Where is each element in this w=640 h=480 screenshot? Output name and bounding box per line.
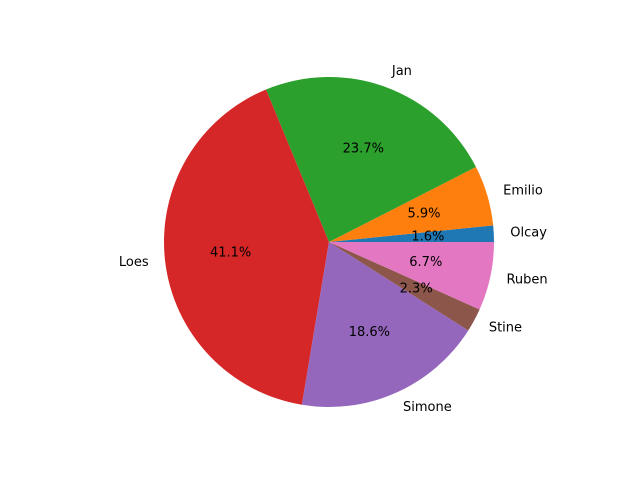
- pie-slice-stine: [329, 242, 480, 331]
- pct-label-jan: 23.7%: [343, 142, 384, 157]
- pct-label-stine: 2.3%: [400, 281, 433, 296]
- slice-label-emilio: Emilio: [503, 183, 543, 198]
- pie-slice-loes: [164, 89, 329, 405]
- pct-label-emilio: 5.9%: [407, 207, 440, 222]
- slice-label-stine: Stine: [489, 321, 522, 336]
- slice-label-olcay: Olcay: [510, 225, 547, 240]
- pie-slice-ruben: [329, 242, 494, 310]
- slice-label-ruben: Ruben: [506, 272, 547, 287]
- slice-label-jan: Jan: [391, 64, 412, 79]
- pie-slice-olcay: [329, 225, 494, 242]
- pct-label-ruben: 6.7%: [409, 255, 442, 270]
- pct-label-loes: 41.1%: [210, 246, 251, 261]
- labels-layer: Olcay 1.6% Emilio 5.9% Jan 23.7% Loes 41.1% Simo…: [119, 64, 548, 415]
- pct-label-olcay: 1.6%: [411, 230, 444, 245]
- pie-slice-jan: [266, 77, 476, 243]
- pie-slice-simone: [301, 242, 469, 407]
- slice-label-loes: Loes: [119, 255, 149, 270]
- pct-label-simone: 18.6%: [349, 325, 390, 340]
- slices-layer: [164, 77, 494, 407]
- pie-slice-emilio: [329, 167, 494, 242]
- slice-label-simone: Simone: [403, 400, 452, 415]
